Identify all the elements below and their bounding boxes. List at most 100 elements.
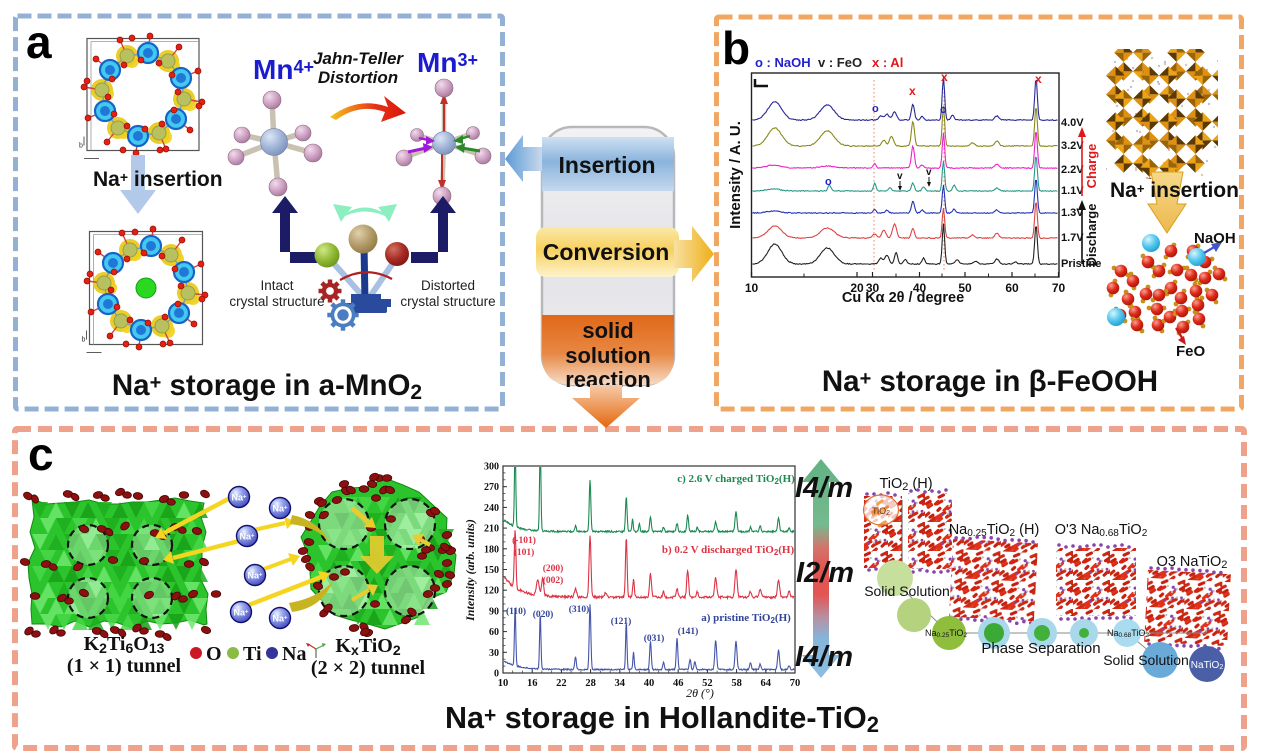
svg-text:v: v bbox=[897, 171, 903, 182]
svg-text:v : FeO: v : FeO bbox=[818, 55, 862, 70]
svg-text:70: 70 bbox=[1052, 281, 1066, 295]
svg-text:o : NaOH: o : NaOH bbox=[755, 55, 811, 70]
svg-text:FeO: FeO bbox=[1176, 343, 1206, 360]
svg-text:60: 60 bbox=[489, 627, 499, 638]
svg-text:Na+: Na+ bbox=[239, 532, 255, 542]
svg-text:70: 70 bbox=[790, 678, 801, 689]
svg-text:(031): (031) bbox=[644, 633, 665, 644]
svg-text:x: x bbox=[909, 84, 916, 98]
svg-text:Na+ storage in Hollandite-TiO: Na+ storage in Hollandite-TiO2 bbox=[445, 701, 879, 737]
svg-text:16: 16 bbox=[527, 678, 538, 689]
svg-text:Phase Separation: Phase Separation bbox=[981, 640, 1100, 657]
svg-text:60: 60 bbox=[1005, 281, 1019, 295]
svg-text:crystal structure: crystal structure bbox=[400, 294, 495, 309]
svg-text:2.2V: 2.2V bbox=[1061, 164, 1084, 176]
svg-text:Na: Na bbox=[282, 643, 306, 665]
svg-text:40: 40 bbox=[913, 281, 927, 295]
svg-text:Solid Solution: Solid Solution bbox=[864, 583, 950, 599]
svg-text:Na+: Na+ bbox=[231, 493, 247, 503]
svg-text:Pristine: Pristine bbox=[1061, 258, 1101, 270]
svg-text:(002): (002) bbox=[543, 575, 564, 586]
svg-text:40: 40 bbox=[644, 678, 655, 689]
svg-text:Intensity (arb. units): Intensity (arb. units) bbox=[463, 519, 477, 622]
svg-text:Solid Solution: Solid Solution bbox=[1103, 652, 1189, 668]
svg-text:210: 210 bbox=[484, 524, 499, 535]
svg-text:28: 28 bbox=[585, 678, 596, 689]
svg-text:(121): (121) bbox=[611, 616, 632, 627]
svg-text:Jahn-Teller: Jahn-Teller bbox=[313, 49, 404, 68]
svg-text:c: c bbox=[28, 428, 54, 480]
svg-text:x: x bbox=[941, 70, 948, 84]
svg-text:solid: solid bbox=[582, 318, 633, 343]
svg-text:Intact: Intact bbox=[260, 278, 293, 293]
svg-text:270: 270 bbox=[484, 482, 499, 493]
svg-text:34: 34 bbox=[615, 678, 626, 689]
svg-text:o: o bbox=[872, 103, 879, 115]
svg-text:x: x bbox=[1035, 72, 1042, 86]
svg-text:Na+ insertion: Na+ insertion bbox=[93, 168, 223, 191]
svg-text:NaTiO2: NaTiO2 bbox=[1191, 660, 1224, 671]
svg-text:Na0.25TiO2: Na0.25TiO2 bbox=[925, 628, 967, 639]
svg-text:(-101): (-101) bbox=[512, 535, 536, 546]
svg-text:(200): (200) bbox=[543, 563, 564, 574]
svg-text:10: 10 bbox=[745, 281, 759, 295]
svg-text:10: 10 bbox=[498, 678, 509, 689]
svg-text:90: 90 bbox=[489, 606, 499, 617]
svg-text:crystal structure: crystal structure bbox=[229, 294, 324, 309]
svg-text:Na+: Na+ bbox=[272, 504, 288, 514]
svg-text:Na+ storage in a-MnO2: Na+ storage in a-MnO2 bbox=[112, 369, 422, 404]
svg-text:v: v bbox=[926, 167, 932, 178]
svg-text:Na+ insertion: Na+ insertion bbox=[1110, 179, 1239, 202]
svg-text:4.0V: 4.0V bbox=[1061, 117, 1084, 129]
svg-text:Conversion: Conversion bbox=[543, 239, 670, 265]
svg-text:150: 150 bbox=[484, 565, 499, 576]
svg-text:2θ (°): 2θ (°) bbox=[686, 686, 714, 700]
svg-text:30: 30 bbox=[489, 648, 499, 659]
svg-text:180: 180 bbox=[484, 544, 499, 555]
svg-text:(020): (020) bbox=[533, 609, 554, 620]
svg-text:b: b bbox=[722, 22, 750, 74]
svg-text:22: 22 bbox=[556, 678, 567, 689]
svg-text:Discharge: Discharge bbox=[1084, 204, 1099, 267]
svg-text:3.2V: 3.2V bbox=[1061, 140, 1084, 152]
svg-text:b: b bbox=[82, 337, 86, 344]
svg-text:a) pristine TiO2(H): a) pristine TiO2(H) bbox=[701, 612, 791, 625]
svg-text:O3 NaTiO2: O3 NaTiO2 bbox=[1157, 554, 1228, 571]
svg-text:46: 46 bbox=[673, 678, 684, 689]
svg-text:Insertion: Insertion bbox=[558, 152, 655, 178]
svg-text:O: O bbox=[206, 643, 222, 665]
svg-text:NaOH: NaOH bbox=[1194, 230, 1236, 247]
svg-text:Na0.68TiO2: Na0.68TiO2 bbox=[1107, 628, 1149, 639]
svg-text:TiO2: TiO2 bbox=[872, 506, 890, 517]
svg-text:O'3 Na0.68TiO2: O'3 Na0.68TiO2 bbox=[1055, 522, 1148, 539]
svg-text:o: o bbox=[825, 176, 832, 188]
svg-text:(141): (141) bbox=[678, 626, 699, 637]
svg-text:64: 64 bbox=[761, 678, 772, 689]
svg-text:Distorted: Distorted bbox=[421, 278, 475, 293]
svg-text:I2/m: I2/m bbox=[796, 557, 854, 589]
svg-text:1.1V: 1.1V bbox=[1061, 185, 1084, 197]
svg-text:(2 × 2) tunnel: (2 × 2) tunnel bbox=[311, 657, 426, 679]
svg-text:120: 120 bbox=[484, 586, 499, 597]
svg-text:300: 300 bbox=[484, 462, 499, 473]
svg-text:Cu Kα 2θ / degree: Cu Kα 2θ / degree bbox=[842, 290, 964, 306]
svg-text:58: 58 bbox=[731, 678, 742, 689]
svg-text:0: 0 bbox=[494, 669, 499, 680]
svg-text:52: 52 bbox=[702, 678, 713, 689]
svg-text:50: 50 bbox=[958, 281, 972, 295]
svg-text:a: a bbox=[26, 16, 52, 68]
svg-text:I4/m: I4/m bbox=[795, 472, 853, 504]
svg-text:20: 20 bbox=[850, 281, 864, 295]
svg-text:o: o bbox=[940, 104, 947, 116]
svg-text:Charge: Charge bbox=[1084, 144, 1099, 189]
svg-text:Na+: Na+ bbox=[233, 608, 249, 618]
svg-text:TiO2 (H): TiO2 (H) bbox=[879, 476, 932, 493]
svg-text:(310): (310) bbox=[569, 604, 590, 615]
svg-text:1.7V: 1.7V bbox=[1061, 232, 1084, 244]
svg-text:Ti: Ti bbox=[243, 643, 262, 665]
svg-text:30: 30 bbox=[866, 281, 880, 295]
svg-text:(1 × 1) tunnel: (1 × 1) tunnel bbox=[67, 655, 182, 677]
svg-text:240: 240 bbox=[484, 503, 499, 514]
svg-text:Intensity / A. U.: Intensity / A. U. bbox=[727, 121, 744, 229]
svg-text:(101): (101) bbox=[514, 547, 535, 558]
